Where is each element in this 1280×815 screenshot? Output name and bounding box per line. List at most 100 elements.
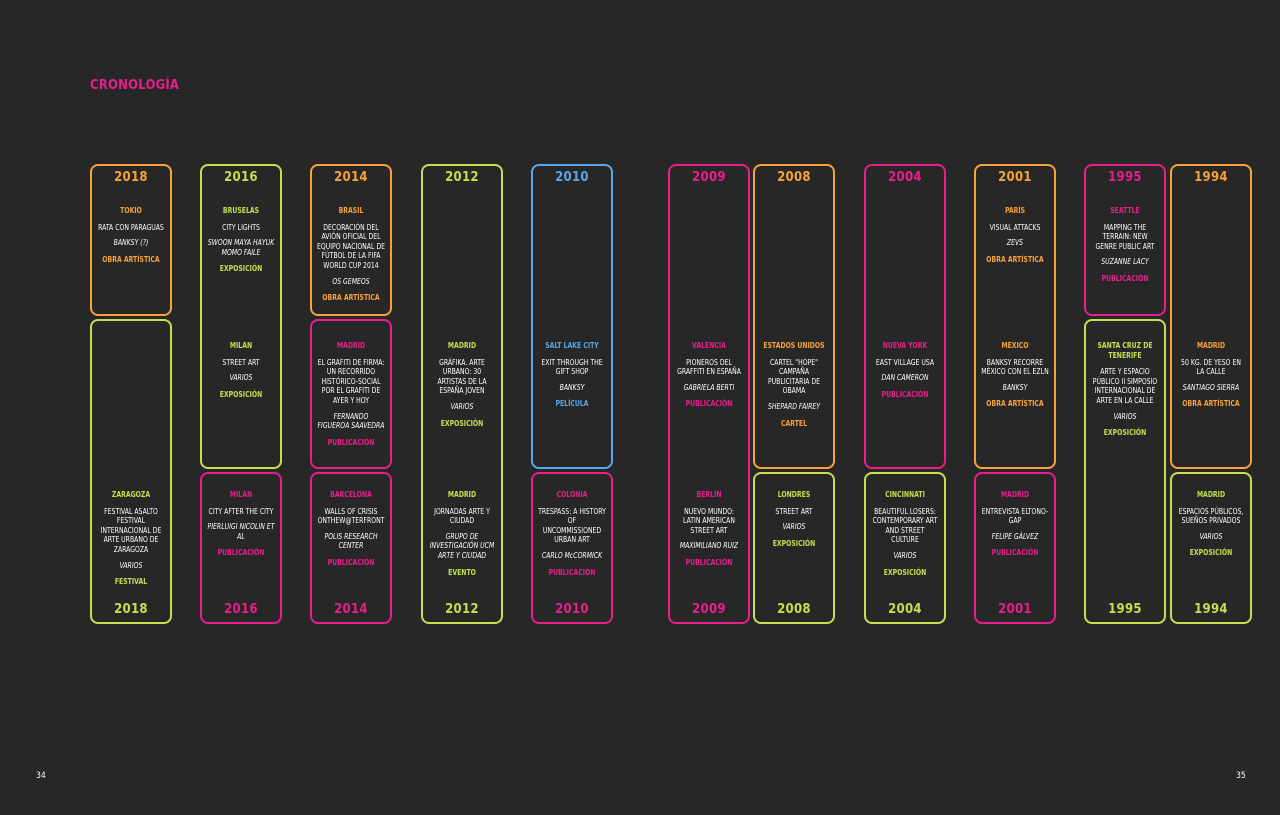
- event-bottom: ZARAGOZA FESTIVAL ASALTO FESTIVAL INTERNA…: [96, 490, 166, 587]
- event-middle: MADRID EL GRAFITI DE FIRMA: UN RECORRIDO …: [316, 341, 386, 447]
- event-bottom: MADRID ESPACIOS PÚBLICOS, SUEÑOS PRIVADOS…: [1176, 490, 1246, 558]
- timeline-box: [531, 472, 613, 624]
- event-title: STREET ART: [222, 357, 260, 367]
- event-author: VARIOS: [229, 373, 253, 383]
- timeline-box: [531, 164, 613, 469]
- event-author: FERNANDO FIGUEROA SAAVEDRA: [317, 411, 385, 431]
- year-label-top: 2001: [998, 170, 1032, 185]
- timeline-box: [1084, 164, 1166, 316]
- event-type: PUBLICACIÓN: [548, 567, 596, 577]
- event-type: EXPOSICIÓN: [1103, 428, 1147, 438]
- event-middle: ESTADOS UNIDOS CARTEL "HOPE" CAMPAÑA PUBL…: [759, 341, 829, 428]
- event-title: BANKSY RECORRE MÉXICO CON EL EZLN: [981, 357, 1049, 377]
- event-bottom: CINCINNATI BEAUTIFUL LOSERS: CONTEMPORARY…: [870, 490, 940, 577]
- event-title: WALLS OF CRISIS ONTHEW@TERFRONT: [317, 506, 385, 526]
- year-label-bottom: 2018: [114, 602, 148, 617]
- year-label-bottom: 2009: [692, 602, 726, 617]
- event-city: MILÁN: [229, 490, 253, 499]
- event-title: ESPACIOS PÚBLICOS, SUEÑOS PRIVADOS: [1178, 506, 1244, 526]
- year-label-bottom: 2016: [224, 602, 258, 617]
- event-city: ESTADOS UNIDOS: [763, 341, 825, 350]
- year-label-bottom: 1995: [1108, 602, 1142, 617]
- event-author: BANKSY (?): [113, 238, 149, 248]
- timeline-box: [864, 164, 946, 469]
- event-title: EL GRAFITI DE FIRMA: UN RECORRIDO HISTÓR…: [317, 357, 385, 405]
- event-type: PUBLICACIÓN: [327, 437, 375, 447]
- event-type: OBRA ARTÍSTICA: [322, 293, 380, 303]
- event-author: GRUPO DE INVESTIGACIÓN UCM ARTE Y CIUDAD: [429, 531, 495, 560]
- event-middle: SALT LAKE CITY EXIT THROUGH THE GIFT SHOP…: [537, 341, 607, 409]
- event-author: SUZANNE LACY: [1101, 257, 1149, 267]
- event-bottom: BERLÍN NUEVO MUNDO: LATIN AMERICAN STREET…: [674, 490, 744, 568]
- event-top: SEATTLE MAPPING THE TERRAIN: NEW GENRE PU…: [1090, 206, 1160, 284]
- event-city: BRASIL: [338, 206, 364, 215]
- event-city: NUEVA YORK: [882, 341, 928, 350]
- event-city: MADRID: [336, 341, 366, 350]
- event-type: OBRA ARTÍSTICA: [1182, 399, 1240, 409]
- event-title: CITY LIGHTS: [222, 222, 260, 232]
- year-label-top: 1994: [1194, 170, 1228, 185]
- event-title: JORNADAS ARTE Y CIUDAD: [434, 506, 490, 526]
- event-city: MADRID: [1196, 490, 1226, 499]
- event-city: MADRID: [447, 490, 477, 499]
- event-title: EAST VILLAGE USA: [875, 357, 935, 367]
- event-author: BANKSY: [1002, 382, 1028, 392]
- timeline-box: [974, 164, 1056, 469]
- year-label-bottom: 2001: [998, 602, 1032, 617]
- event-type: EXPOSICIÓN: [883, 567, 927, 577]
- event-top: PARÍS VISUAL ATTACKS ZEVS OBRA ARTÍSTICA: [980, 206, 1050, 264]
- event-city: MADRID: [1196, 341, 1226, 350]
- year-label-top: 2014: [334, 170, 368, 185]
- event-middle: MADRID GRÁFIKA. ARTE URBANO: 30 ARTISTAS …: [427, 341, 497, 428]
- event-type: EXPOSICIÓN: [1189, 548, 1233, 558]
- year-label-bottom: 2010: [555, 602, 589, 617]
- event-title: ENTREVISTA ELTONO-GAP: [981, 506, 1049, 526]
- year-label-top: 2009: [692, 170, 726, 185]
- event-title: NUEVO MUNDO: LATIN AMERICAN STREET ART: [683, 506, 735, 535]
- event-author: SANTIAGO SIERRA: [1182, 382, 1240, 392]
- event-top: TOKIO RATA CON PARAGUAS BANKSY (?) OBRA ART…: [96, 206, 166, 264]
- event-author: VARIOS: [1199, 531, 1223, 541]
- timeline-box: [90, 319, 172, 624]
- timeline-box: [310, 472, 392, 624]
- timeline-box: [421, 164, 503, 624]
- event-city: MILÁN: [229, 341, 253, 350]
- event-middle: MILÁN STREET ART VARIOS EXPOSICIÓN: [206, 341, 276, 399]
- event-city: MADRID: [447, 341, 477, 350]
- event-bottom: LONDRES STREET ART VARIOS EXPOSICIÓN: [759, 490, 829, 548]
- event-middle: NUEVA YORK EAST VILLAGE USA DAN CAMERON PUB…: [870, 341, 940, 399]
- timeline-box: [974, 472, 1056, 624]
- event-middle: MÉXICO BANKSY RECORRE MÉXICO CON EL EZLN B…: [980, 341, 1050, 409]
- event-title: FESTIVAL ASALTO FESTIVAL INTERNACIONAL D…: [100, 506, 162, 554]
- event-bottom: MILÁN CITY AFTER THE CITY PIERLUIGI NICOLI…: [206, 490, 276, 558]
- event-author: ZEVS: [1006, 238, 1024, 248]
- timeline-box: [753, 164, 835, 469]
- timeline-box: [753, 472, 835, 624]
- page-title: CRONOLOGÍA: [90, 78, 180, 93]
- page-number-right: 35: [1236, 771, 1246, 781]
- event-top: BRASIL DECORACIÓN DEL AVIÓN OFICIAL DEL E…: [316, 206, 386, 303]
- event-type: EXPOSICIÓN: [219, 264, 263, 274]
- event-author: VARIOS: [119, 560, 143, 570]
- year-label-top: 2018: [114, 170, 148, 185]
- event-title: 50 KG. DE YESO EN LA CALLE: [1181, 357, 1241, 377]
- year-label-top: 2008: [777, 170, 811, 185]
- event-author: VARIOS: [782, 522, 806, 532]
- event-city: MÉXICO: [1001, 341, 1029, 350]
- timeline-box: [668, 164, 750, 624]
- event-type: FESTIVAL: [114, 577, 148, 587]
- event-author: VARIOS: [1113, 411, 1137, 421]
- event-city: PARÍS: [1004, 206, 1026, 215]
- event-author: FELIPE GÁLVEZ: [991, 531, 1039, 541]
- event-author: PIERLUIGI NICOLIN ET AL: [207, 522, 275, 541]
- event-city: TOKIO: [120, 206, 142, 215]
- event-title: VISUAL ATTACKS: [989, 222, 1041, 232]
- event-city: ZARAGOZA: [111, 490, 151, 499]
- timeline-box: [310, 164, 392, 316]
- event-type: OBRA ARTÍSTICA: [986, 254, 1044, 264]
- event-bottom: MADRID JORNADAS ARTE Y CIUDAD GRUPO DE INV…: [427, 490, 497, 577]
- event-type: EVENTO: [448, 567, 476, 577]
- event-author: DAN CAMERON: [881, 373, 929, 383]
- event-type: PELÍCULA: [555, 399, 589, 409]
- event-type: OBRA ARTÍSTICA: [102, 254, 160, 264]
